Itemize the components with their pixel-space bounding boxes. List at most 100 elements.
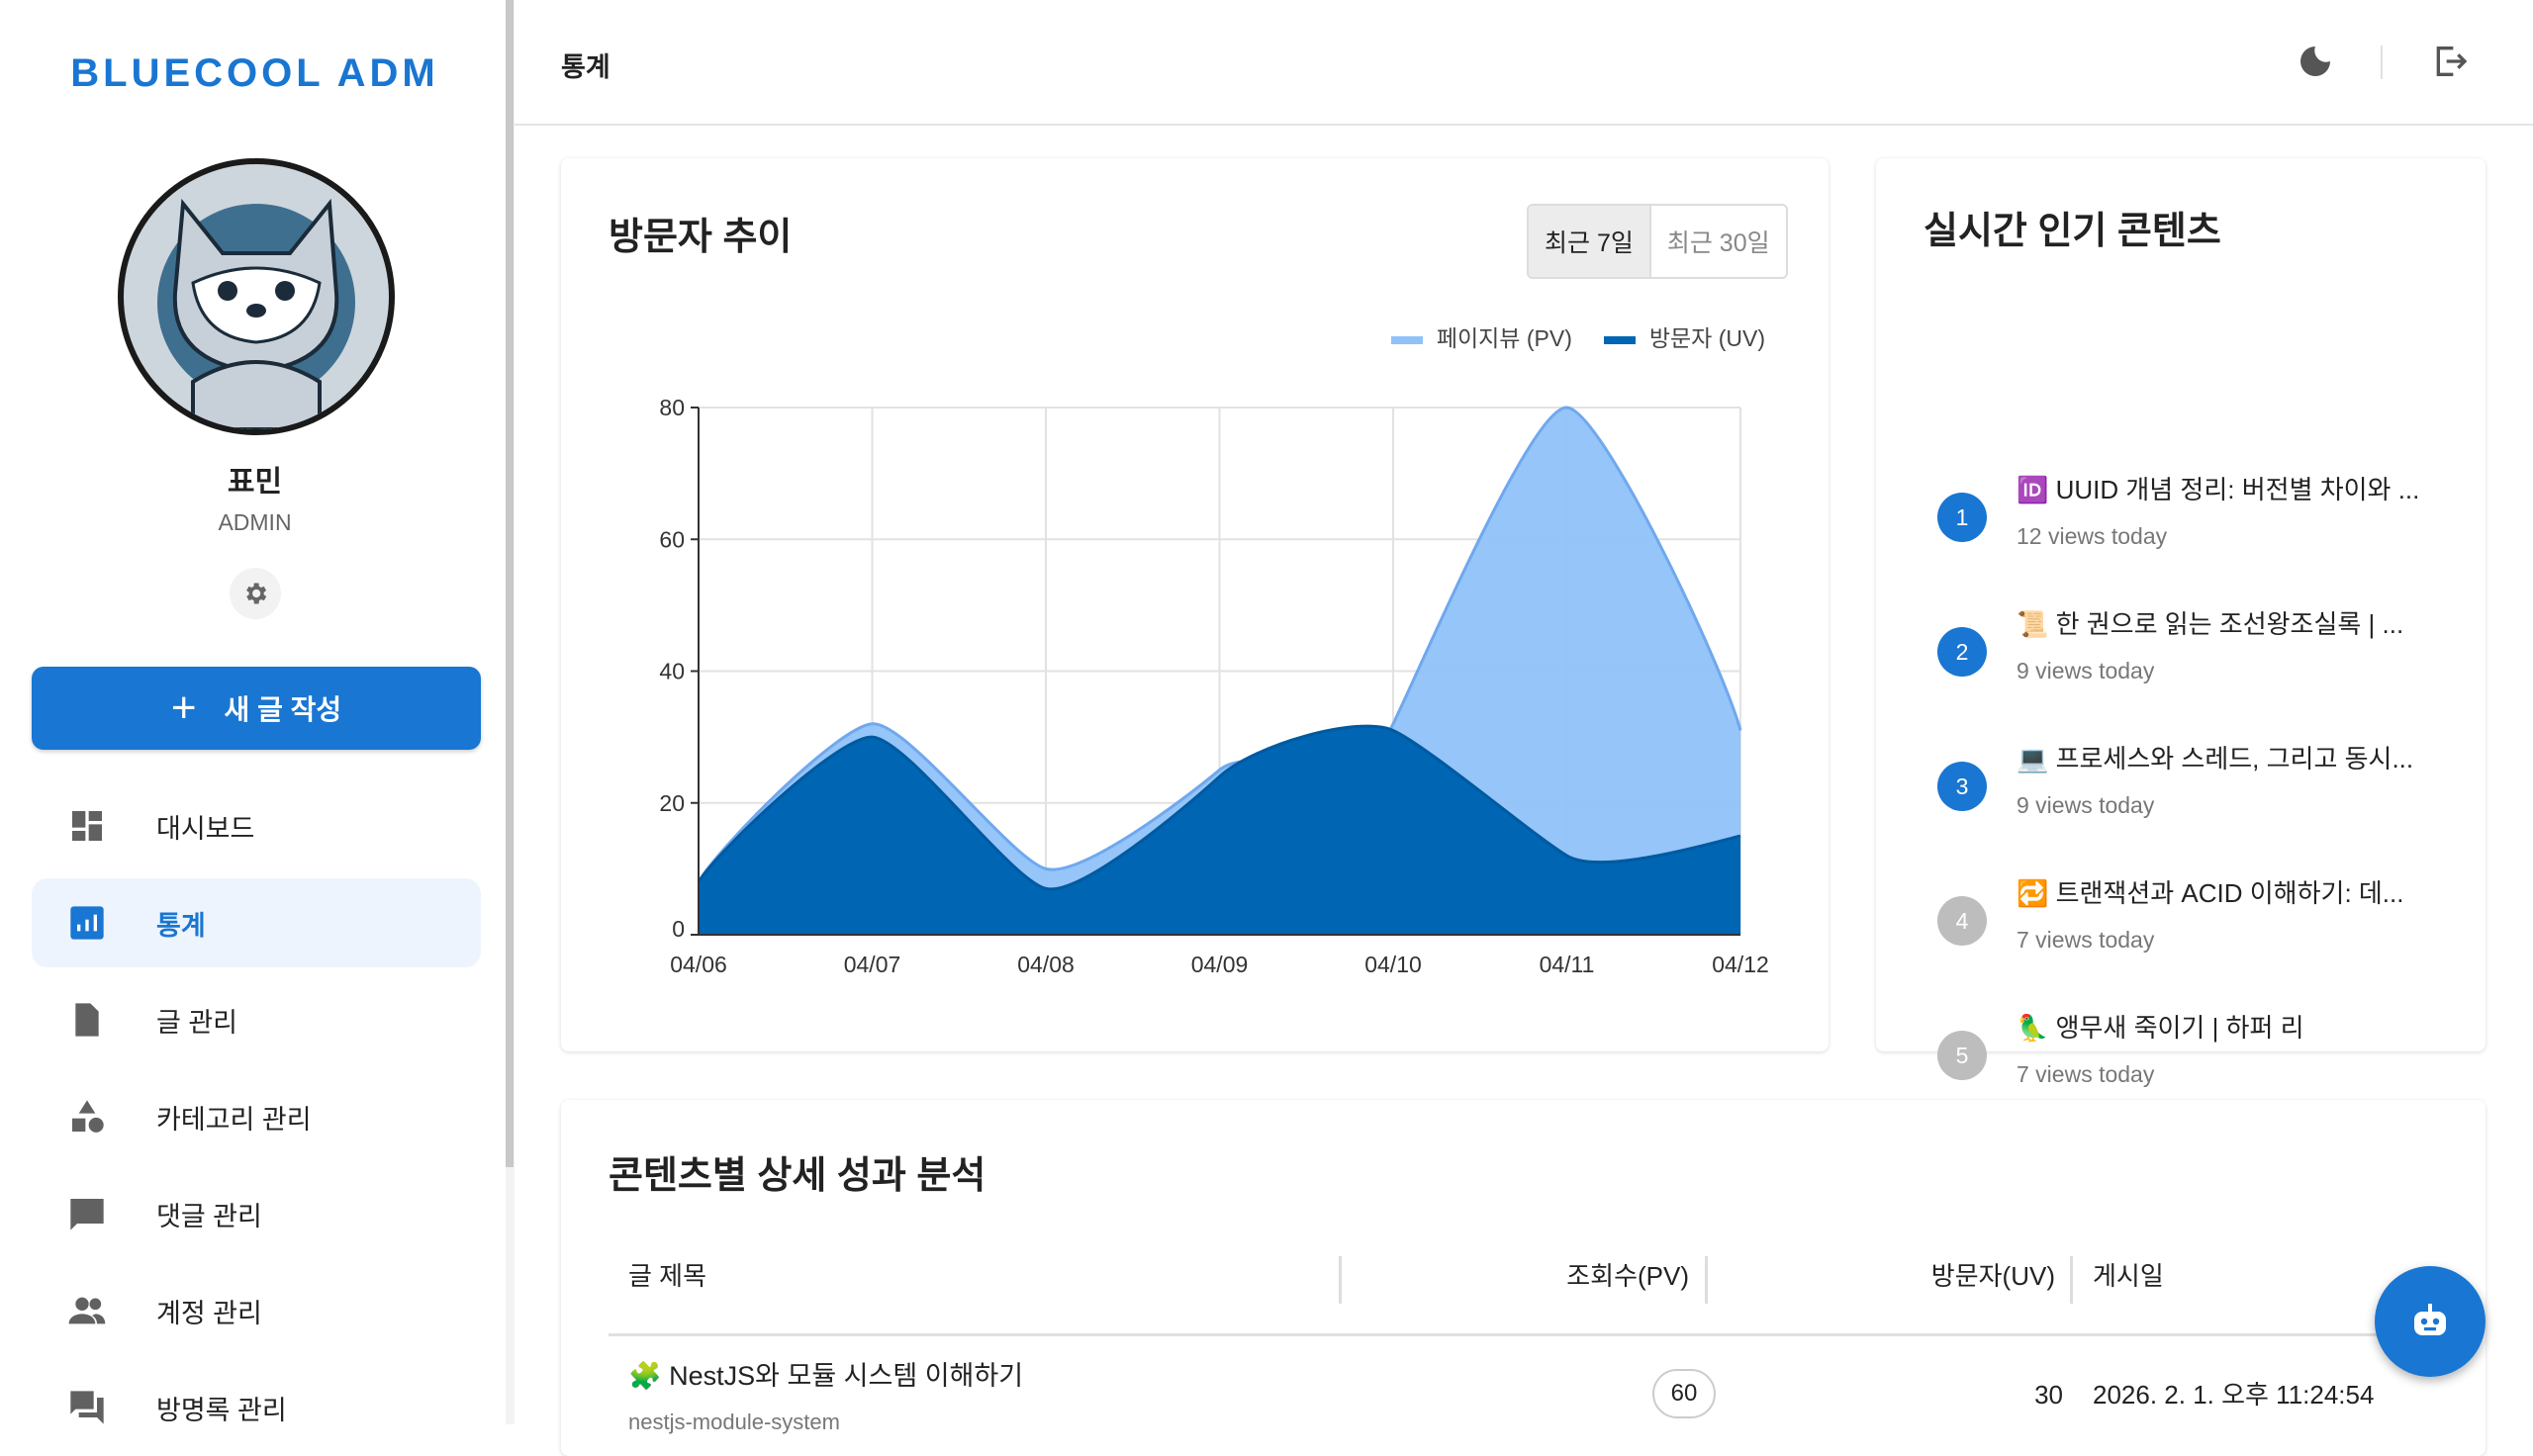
- sidebar-item-label: 방명록 관리: [156, 1395, 287, 1425]
- legend-pv[interactable]: 페이지뷰 (PV): [1390, 324, 1572, 352]
- popular-item-views: 7 views today: [2017, 1061, 2155, 1087]
- dark-mode-toggle-moon-icon[interactable]: [2296, 42, 2335, 81]
- header-row-divider: [609, 1333, 2449, 1336]
- popular-item-views: 12 views today: [2017, 523, 2168, 549]
- popular-item-views: 9 views today: [2017, 658, 2155, 683]
- forum-icon: [65, 1386, 109, 1429]
- user-role: ADMIN: [218, 509, 292, 535]
- column-uv[interactable]: 방문자(UV): [1930, 1261, 2055, 1291]
- plus-icon: +: [170, 683, 197, 732]
- y-tick-label: 0: [672, 916, 685, 942]
- column-pv[interactable]: 조회수(PV): [1566, 1261, 1689, 1291]
- x-tick-label: 04/09: [1191, 952, 1249, 977]
- x-tick-label: 04/11: [1540, 952, 1595, 977]
- rank-badge: 3: [1937, 762, 1987, 811]
- top-header: 통계: [515, 0, 2533, 126]
- sidebar-item-1[interactable]: 통계: [32, 878, 481, 967]
- sidebar-item-label: 댓글 관리: [156, 1201, 262, 1231]
- page-title: 통계: [561, 52, 610, 82]
- gear-icon: [246, 583, 267, 604]
- chatbot-button[interactable]: [2375, 1266, 2486, 1377]
- rank-badge: 5: [1937, 1031, 1987, 1080]
- x-tick-label: 04/12: [1712, 952, 1769, 977]
- rank-badge: 4: [1937, 896, 1987, 946]
- popular-item-title[interactable]: 📜 한 권으로 읽는 조선왕조실록 | ...: [2017, 609, 2404, 639]
- x-tick-label: 04/10: [1364, 952, 1422, 977]
- bar-chart-icon: [65, 901, 109, 945]
- avatar: [118, 158, 395, 435]
- range-toggle: 최근 7일 최근 30일: [1527, 204, 1788, 279]
- popular-item-views: 9 views today: [2017, 792, 2155, 818]
- y-tick-label: 20: [659, 790, 685, 816]
- rank-badge: 1: [1937, 493, 1987, 542]
- visitor-area-chart: 0 20 40 60 80 04/06 04/07 04/08 04/09 04/10 04/11 0…: [659, 395, 1769, 977]
- column-divider[interactable]: [1705, 1256, 1708, 1304]
- popular-item-title[interactable]: 🆔 UUID 개념 정리: 버전별 차이와 ...: [2017, 475, 2420, 504]
- row-pv-chip: 60: [1652, 1369, 1716, 1418]
- y-tick-label: 60: [659, 526, 685, 552]
- y-tick-label: 80: [659, 395, 685, 420]
- column-title[interactable]: 글 제목: [628, 1261, 706, 1291]
- x-tick-label: 04/06: [670, 952, 727, 977]
- logout-icon[interactable]: [2430, 42, 2470, 81]
- comment-icon: [65, 1192, 109, 1235]
- sidebar-item-2[interactable]: 글 관리: [32, 975, 481, 1064]
- sidebar-item-label: 통계: [156, 910, 206, 941]
- sidebar-item-label: 카테고리 관리: [156, 1104, 312, 1135]
- row-date: 2026. 2. 1. 오후 11:24:54: [2093, 1380, 2375, 1410]
- row-slug: nestjs-module-system: [628, 1410, 840, 1434]
- sidebar-item-label: 계정 관리: [156, 1298, 262, 1328]
- sidebar-item-label: 대시보드: [156, 813, 255, 844]
- range-7days-button[interactable]: 최근 7일: [1529, 206, 1651, 277]
- new-post-button[interactable]: + 새 글 작성: [32, 667, 481, 750]
- popular-item[interactable]: 2 📜 한 권으로 읽는 조선왕조실록 | ... 9 views today: [1876, 601, 2470, 710]
- category-icon: [65, 1095, 109, 1138]
- x-tick-label: 04/08: [1017, 952, 1075, 977]
- sidebar-item-0[interactable]: 대시보드: [32, 781, 481, 870]
- popular-item-title[interactable]: 🔁 트랜잭션과 ACID 이해하기: 데...: [2017, 878, 2404, 908]
- robot-icon: [2414, 1304, 2446, 1335]
- dashboard-icon: [65, 804, 109, 848]
- popular-item-title[interactable]: 💻 프로세스와 스레드, 그리고 동시...: [2017, 744, 2414, 774]
- range-30days-button[interactable]: 최근 30일: [1666, 229, 1770, 257]
- visitor-trend-card: 방문자 추이 최근 7일 최근 30일 페이지뷰 (PV) 방문자 (UV) 0…: [561, 158, 1829, 1051]
- rank-badge: 2: [1937, 627, 1987, 677]
- legend-uv[interactable]: 방문자 (UV): [1603, 324, 1765, 352]
- row-title[interactable]: 🧩 NestJS와 모듈 시스템 이해하기: [628, 1361, 1024, 1391]
- popular-item[interactable]: 5 🦜 앵무새 죽이기 | 하퍼 리 7 views today: [1876, 1005, 2470, 1114]
- popular-item-views: 7 views today: [2017, 927, 2155, 953]
- x-tick-label: 04/07: [844, 952, 901, 977]
- popular-item[interactable]: 1 🆔 UUID 개념 정리: 버전별 차이와 ... 12 views today: [1876, 467, 2470, 576]
- popular-item[interactable]: 3 💻 프로세스와 스레드, 그리고 동시... 9 views today: [1876, 736, 2470, 845]
- popular-content-title: 실시간 인기 콘텐츠: [1923, 211, 2221, 252]
- document-icon: [65, 998, 109, 1042]
- area-series-1: [699, 726, 1740, 935]
- header-divider: [2381, 46, 2383, 79]
- popular-item-title[interactable]: 🦜 앵무새 죽이기 | 하퍼 리: [2017, 1013, 2304, 1043]
- sidebar-scrollbar[interactable]: [506, 0, 514, 1167]
- content-analysis-title: 콘텐츠별 상세 성과 분석: [609, 1155, 986, 1197]
- column-divider[interactable]: [2070, 1256, 2073, 1304]
- wolf-avatar-icon: [157, 198, 355, 429]
- sidebar-item-5[interactable]: 계정 관리: [32, 1266, 481, 1355]
- sidebar-item-4[interactable]: 댓글 관리: [32, 1169, 481, 1258]
- row-uv: 30: [2034, 1380, 2063, 1410]
- column-divider[interactable]: [1339, 1256, 1342, 1304]
- sidebar-item-label: 글 관리: [156, 1007, 238, 1038]
- y-tick-label: 40: [659, 659, 685, 684]
- sidebar-item-3[interactable]: 카테고리 관리: [32, 1072, 481, 1161]
- sidebar-item-6[interactable]: 방명록 관리: [32, 1363, 481, 1452]
- visitor-trend-title: 방문자 추이: [609, 217, 793, 258]
- chart-legend: 페이지뷰 (PV) 방문자 (UV): [1390, 324, 1765, 352]
- settings-button[interactable]: [230, 568, 281, 619]
- content-analysis-card: 콘텐츠별 상세 성과 분석 글 제목 조회수(PV) 방문자(UV) 게시일 🧩…: [561, 1100, 2486, 1456]
- table-row[interactable]: 🧩 NestJS와 모듈 시스템 이해하기 nestjs-module-syst…: [609, 1347, 2449, 1456]
- app-logo[interactable]: BLUECOOL ADM: [70, 51, 439, 95]
- user-name: 표민: [227, 466, 283, 499]
- line-series-1: [697, 724, 1741, 891]
- popular-content-card: 실시간 인기 콘텐츠 1 🆔 UUID 개념 정리: 버전별 차이와 ... 12 …: [1876, 158, 2486, 1087]
- column-date[interactable]: 게시일: [2093, 1261, 2164, 1291]
- popular-item[interactable]: 4 🔁 트랜잭션과 ACID 이해하기: 데... 7 views today: [1876, 870, 2470, 979]
- people-icon: [65, 1289, 109, 1332]
